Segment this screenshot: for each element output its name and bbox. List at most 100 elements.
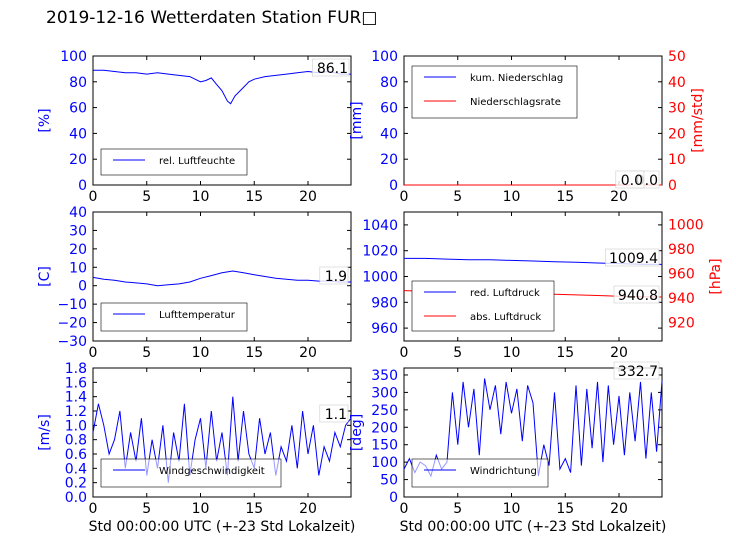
y-tick-label: −30 [57,334,87,350]
legend-entry: Niederschlagsrate [470,97,561,108]
x-axis-label-left: Std 00:00:00 UTC (+-23 Std Lokalzeit) [89,519,356,535]
y2-tick-label: 0 [668,178,677,194]
x-tick-label: 10 [192,501,210,517]
y-tick-label: 0 [389,490,398,506]
y-tick-label: −10 [57,297,87,313]
y-axis-label: [mm] [349,101,365,139]
y-tick-label: 1.4 [65,390,87,406]
legend-entry: Windgeschwindigkeit [159,466,265,477]
value-label-box [319,404,349,423]
x-tick-label: 15 [556,189,574,205]
y-tick-label: 100 [371,49,398,65]
y-tick-label: 960 [371,321,398,337]
y-tick-label: 1.2 [65,404,87,420]
chart-panel-2: 0 5 10 15 20 0 20 40 60 80 100 0 10 20 30 40 50 [mm/std] [… [349,49,706,205]
y-tick-label: 0 [389,178,398,194]
chart-panel-5: 0 5 10 15 20 0.00.20.40.60.81.01.21.41.61.8 [m… [37,361,352,517]
value-label: 332.7 [618,364,658,380]
y-tick-label: 100 [60,49,87,65]
x-tick-label: 15 [556,501,574,517]
value-label: 1009.4 [609,251,658,267]
y-tick-label: 20 [69,242,87,258]
y-tick-label: 20 [69,152,87,168]
y-tick-label: 150 [371,438,398,454]
x-tick-label: 10 [503,189,521,205]
legend-box [411,65,578,119]
legend: Lufttemperatur [100,302,248,332]
legend-box [100,148,248,176]
x-tick-label: 10 [192,345,210,361]
y-axis-label: [m/s] [37,414,53,451]
x-tick-label: 0 [400,501,409,517]
legend-box [411,458,549,488]
y-tick-label: −20 [57,316,87,332]
legend-entry: abs. Luftdruck [470,312,541,323]
value-label: 1.9 [325,269,347,285]
y-tick-label: 50 [380,473,398,489]
y-tick-label: 350 [371,368,398,384]
y2-tick-label: 40 [668,75,686,91]
x-tick-label: 5 [453,189,462,205]
y2-tick-label: 20 [668,126,686,142]
x-tick-label: 0 [89,189,98,205]
y2-tick-label: 10 [668,152,686,168]
value-label-box [319,266,349,285]
plot-frame [92,55,352,186]
chart-panel-1: 0 5 10 15 20 0 20 40 60 80 100 [%] rel. Luftfeuchte 8… [37,49,352,205]
legend-entry: Lufttemperatur [159,310,236,321]
y2-tick-label: 1000 [668,217,704,233]
x-tick-label: 20 [299,345,317,361]
x-tick-label: 10 [503,501,521,517]
x-tick-label: 0 [400,189,409,205]
y-tick-label: 10 [69,260,87,276]
legend-box [411,280,555,332]
legend-box [100,458,282,488]
y-axis-label: [C] [37,266,53,287]
y-tick-label: 980 [371,295,398,311]
x-tick-label: 15 [556,345,574,361]
chart-panel-6: 0 5 10 15 20050100150200250300350[deg]Windri… [349,361,663,517]
y-tick-label: 30 [69,223,87,239]
x-tick-label: 5 [142,501,151,517]
y2-axis-label: [mm/std] [690,88,706,153]
x-tick-label: 20 [610,189,628,205]
value-label: 940.8 [618,288,658,304]
y-tick-label: 1.8 [65,361,87,377]
x-tick-label: 20 [610,345,628,361]
value-label-box [312,58,350,77]
y-tick-label: 40 [380,126,398,142]
y-tick-label: 80 [380,75,398,91]
figure-title: 2019-12-16 Wetterdaten Station FUR□ [46,8,378,28]
y2-axis-label: [hPa] [708,258,724,294]
chart-panel-4: 0 5 10 15 20 960 980 1000 1020 1040 920 940 960 980 10… [362,211,724,361]
y2-tick-label: 940 [668,291,695,307]
y-tick-label: 1040 [362,218,398,234]
y-tick-label: 0.2 [65,476,87,492]
value-label-box [605,248,660,267]
value-label-box [613,361,660,380]
y-tick-label: 0.0 [65,490,87,506]
x-tick-label: 5 [142,345,151,361]
y-tick-label: 0 [78,279,87,295]
x-tick-label: 15 [245,501,263,517]
y-axis-label: [deg] [349,414,365,451]
y-tick-label: 1.0 [65,418,87,434]
y2-tick-label: 980 [668,242,695,258]
x-tick-label: 5 [453,345,462,361]
x-tick-label: 20 [610,501,628,517]
y-tick-label: 40 [69,205,87,221]
x-tick-label: 0 [400,345,409,361]
y-tick-label: 0.4 [65,461,87,477]
legend-entry: rel. Luftfeuchte [159,156,235,167]
y-tick-label: 60 [380,101,398,117]
series-line-1 [92,270,351,287]
y-tick-label: 0.6 [65,447,87,463]
legend: red. Luftdruck abs. Luftdruck [411,280,555,332]
y-tick-label: 1000 [362,270,398,286]
x-tick-label: 20 [299,189,317,205]
y2-tick-label: 960 [668,266,695,282]
y2-tick-label: 50 [668,49,686,65]
y-tick-label: 0 [78,178,87,194]
series-line-1 [93,69,351,105]
